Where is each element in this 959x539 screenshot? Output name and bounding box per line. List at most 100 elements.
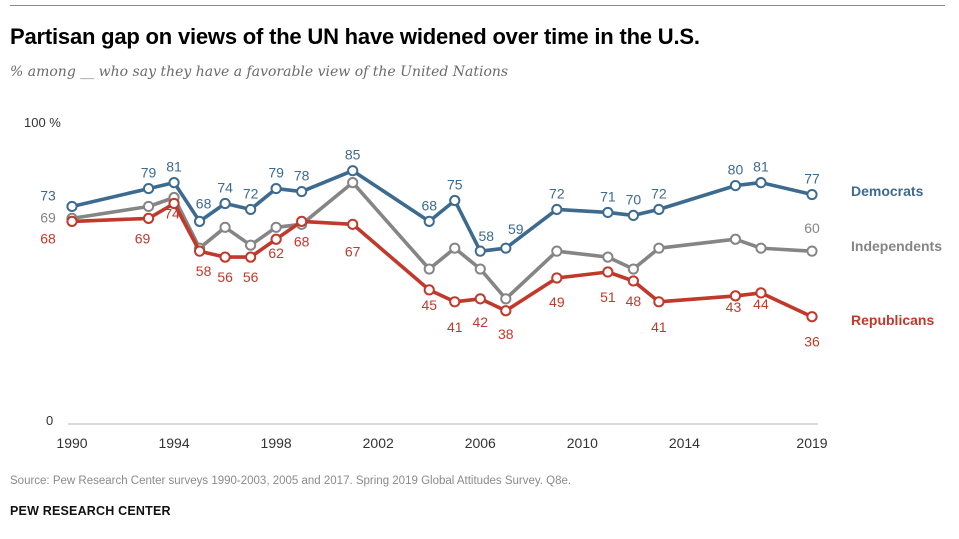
- democrats-data-label: 77: [804, 171, 820, 187]
- democrats-point: [245, 203, 257, 216]
- independents-point: [219, 221, 231, 233]
- democrats-point: [347, 165, 359, 177]
- independents-data-label: 69: [40, 209, 56, 225]
- democrats-line: [70, 168, 814, 253]
- republicans-data-label: 68: [294, 233, 310, 249]
- independents-point: [270, 221, 282, 233]
- independents-series-label: Independents: [851, 238, 942, 254]
- republicans-point: [653, 296, 665, 308]
- democrats-point: [729, 180, 742, 192]
- independents-point: [551, 245, 563, 257]
- democrats-point: [142, 182, 155, 195]
- republicans-data-label: 44: [753, 296, 769, 312]
- democrats-series-label: Democrats: [851, 183, 924, 199]
- democrats-data-label: 81: [166, 159, 182, 175]
- democrats-data-label: 78: [294, 168, 310, 184]
- democrats-point: [500, 242, 512, 254]
- independents-point: [347, 177, 359, 189]
- republicans-data-label: 74: [164, 205, 180, 221]
- republicans-point: [806, 311, 818, 323]
- chart-subtitle: % among __ who say they have a favorable…: [10, 64, 509, 80]
- y-tick-label: 100 %: [24, 115, 61, 130]
- republicans-point: [66, 215, 78, 227]
- republicans-point: [142, 212, 155, 224]
- republicans-data-label: 67: [345, 243, 361, 259]
- republicans-data-label: 68: [40, 230, 56, 246]
- republicans-data-label: 43: [726, 299, 742, 315]
- democrats-data-label: 68: [421, 197, 437, 213]
- republicans-data-label: 69: [135, 230, 151, 246]
- republicans-data-label: 56: [217, 269, 233, 285]
- independents-point: [653, 242, 665, 254]
- democrats-data-label: 68: [196, 195, 212, 211]
- democrats-point: [296, 185, 308, 198]
- democrats-point: [219, 197, 231, 210]
- democrats-point: [449, 194, 461, 207]
- independents-point: [449, 242, 461, 254]
- independents-data-label: 60: [804, 220, 820, 236]
- y-tick-label: 0: [46, 413, 53, 428]
- x-tick-label: 2019: [796, 435, 827, 451]
- independents-point: [627, 263, 639, 275]
- independents-point: [602, 251, 614, 263]
- republicans-point: [347, 218, 359, 230]
- democrats-data-label: 80: [728, 162, 744, 178]
- republicans-point: [270, 233, 282, 245]
- democrats-data-label: 81: [753, 159, 769, 175]
- republicans-point: [168, 197, 180, 210]
- republicans-point: [423, 284, 435, 296]
- republicans-point: [500, 305, 512, 317]
- democrats-point: [168, 177, 180, 189]
- chart-title: Partisan gap on views of the UN have wid…: [10, 24, 700, 49]
- republicans-data-label: 42: [472, 314, 488, 330]
- republicans-data-label: 36: [804, 334, 820, 350]
- independents-line: [70, 180, 814, 301]
- democrats-data-label: 85: [345, 147, 361, 163]
- independents-point: [423, 263, 435, 275]
- republicans-point: [602, 266, 614, 278]
- democrats-point: [755, 177, 767, 189]
- x-tick-label: 1990: [56, 435, 87, 451]
- independents-point: [245, 239, 257, 251]
- democrats-data-label: 70: [626, 191, 642, 207]
- republicans-data-label: 41: [447, 319, 463, 335]
- democrats-data-label: 72: [243, 185, 259, 201]
- democrats-point: [270, 182, 282, 195]
- democrats-data-label: 75: [447, 177, 463, 193]
- x-tick-label: 2002: [363, 435, 394, 451]
- republicans-point: [729, 290, 742, 302]
- democrats-point: [806, 188, 818, 201]
- democrats-data-label: 79: [268, 165, 284, 181]
- democrats-point: [423, 215, 435, 227]
- republicans-point: [193, 245, 206, 257]
- republicans-data-label: 38: [498, 326, 514, 342]
- republicans-point: [627, 275, 639, 287]
- republicans-point: [449, 296, 461, 308]
- republicans-data-label: 49: [549, 294, 565, 310]
- organization-name: PEW RESEARCH CENTER: [10, 504, 171, 518]
- democrats-data-label: 79: [141, 165, 157, 181]
- democrats-data-label: 72: [651, 185, 667, 201]
- republicans-series-label: Republicans: [851, 312, 934, 328]
- democrats-point: [66, 200, 78, 213]
- democrats-point: [551, 203, 563, 216]
- x-tick-label: 2010: [567, 435, 598, 451]
- top-rule: [10, 5, 945, 6]
- republicans-data-label: 58: [196, 263, 212, 279]
- republicans-point: [245, 251, 257, 263]
- democrats-data-label: 58: [478, 228, 494, 244]
- republicans-point: [551, 272, 563, 284]
- democrats-data-label: 71: [600, 188, 616, 204]
- republicans-data-label: 41: [651, 319, 667, 335]
- democrats-point: [653, 203, 665, 216]
- democrats-point: [474, 245, 486, 257]
- independents-point: [142, 200, 155, 213]
- republicans-point: [474, 293, 486, 305]
- republicans-point: [219, 251, 231, 263]
- x-tick-label: 1998: [261, 435, 292, 451]
- source-note: Source: Pew Research Center surveys 1990…: [10, 475, 572, 487]
- republicans-point: [296, 215, 308, 227]
- independents-point: [729, 233, 742, 245]
- x-tick-label: 2006: [465, 435, 496, 451]
